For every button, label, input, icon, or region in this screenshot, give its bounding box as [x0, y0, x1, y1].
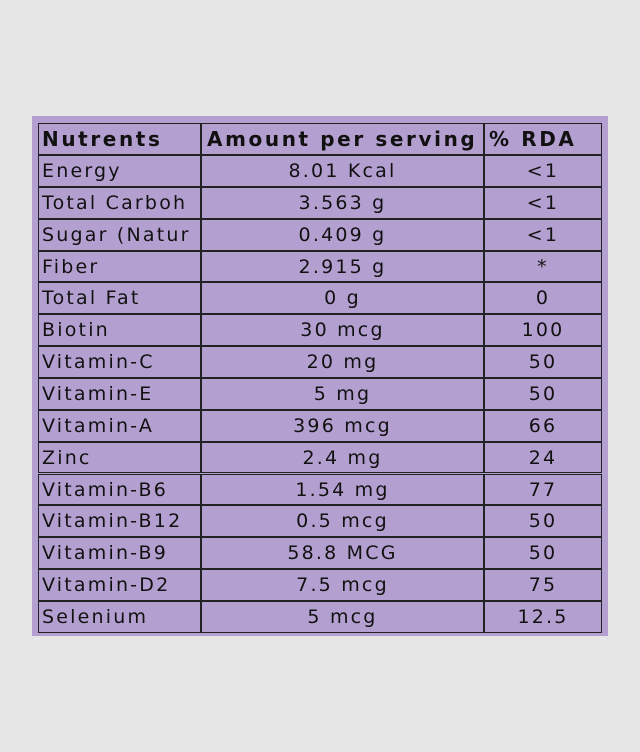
table-cell: 2.4 mg — [201, 441, 484, 474]
table-cell: Vitamin-A — [38, 409, 201, 442]
header-cell: Amount per serving — [201, 123, 484, 155]
table-cell: Vitamin-C — [38, 346, 201, 378]
table-cell: <1 — [484, 155, 602, 187]
table-cell: 77 — [484, 473, 602, 506]
table-cell: Energy — [38, 155, 201, 187]
table-cell: 5 mg — [201, 377, 484, 410]
table-cell: Vitamin-B9 — [38, 537, 201, 570]
table-cell: 8.01 Kcal — [201, 155, 484, 187]
table-cell: 396 mcg — [201, 409, 484, 442]
table-cell: 24 — [484, 441, 602, 474]
table-cell: 12.5 — [484, 600, 602, 633]
table-cell: 0 — [484, 282, 602, 315]
table-cell: 75 — [484, 569, 602, 601]
table-cell: * — [484, 250, 602, 283]
table-cell: 100 — [484, 314, 602, 347]
table-cell: Fiber — [38, 250, 201, 283]
table-cell: Selenium — [38, 600, 201, 633]
table-cell: 66 — [484, 409, 602, 442]
table-cell: Total Carboh — [38, 186, 201, 219]
table-cell: Vitamin-E — [38, 377, 201, 410]
table-cell: <1 — [484, 218, 602, 251]
table-cell: 30 mcg — [201, 314, 484, 347]
table-cell: 20 mg — [201, 346, 484, 378]
table-panel: Nutrents Amount per serving% RDA Energy 8.0… — [32, 116, 608, 636]
nutrient-table: Nutrents Amount per serving% RDA Energy 8.0… — [38, 123, 602, 633]
table-cell: 2.915 g — [201, 250, 484, 283]
table-cell: Vitamin-B12 — [38, 505, 201, 538]
table-cell: Vitamin-D2 — [38, 569, 201, 601]
table-cell: 50 — [484, 505, 602, 538]
header-cell: % RDA — [484, 123, 602, 155]
table-cell: 50 — [484, 537, 602, 570]
table-cell: 3.563 g — [201, 186, 484, 219]
table-cell: Sugar (Natur — [38, 218, 201, 251]
table-cell: 0.5 mcg — [201, 505, 484, 538]
table-cell: Total Fat — [38, 282, 201, 315]
table-cell: 50 — [484, 346, 602, 378]
table-cell: Vitamin-B6 — [38, 473, 201, 506]
table-cell: 0 g — [201, 282, 484, 315]
table-cell: <1 — [484, 186, 602, 219]
table-cell: 50 — [484, 377, 602, 410]
table-cell: 7.5 mcg — [201, 569, 484, 601]
header-cell: Nutrents — [38, 123, 201, 155]
table-cell: 1.54 mg — [201, 473, 484, 506]
table-cell: Zinc — [38, 441, 201, 474]
table-cell: 5 mcg — [201, 600, 484, 633]
table-cell: 0.409 g — [201, 218, 484, 251]
table-cell: 58.8 MCG — [201, 537, 484, 570]
table-cell: Biotin — [38, 314, 201, 347]
